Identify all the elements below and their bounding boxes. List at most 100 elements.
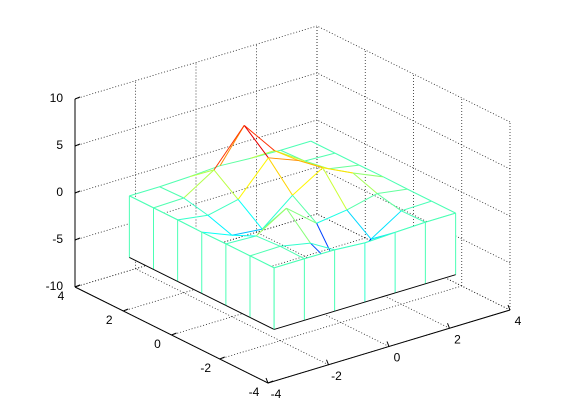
y-tick-label: 2 bbox=[106, 313, 113, 327]
mesh-edge bbox=[183, 197, 209, 216]
mesh-edge bbox=[425, 212, 456, 223]
mesh-edge bbox=[220, 157, 251, 167]
tick-mark bbox=[265, 377, 269, 384]
tick-mark bbox=[74, 190, 81, 194]
mesh-edge bbox=[225, 235, 257, 245]
curtain-base bbox=[225, 304, 251, 318]
tick-mark bbox=[171, 332, 177, 336]
mesh-edge bbox=[407, 188, 432, 202]
mesh-edge bbox=[370, 210, 402, 240]
mesh-edge bbox=[322, 167, 348, 211]
z-tick-label: -10 bbox=[46, 279, 64, 293]
y-tick-label: -4 bbox=[249, 385, 260, 399]
mesh-edge bbox=[401, 200, 432, 212]
mesh-edge bbox=[231, 234, 257, 237]
mesh-edge bbox=[346, 209, 372, 240]
mesh-edge bbox=[352, 172, 384, 178]
mesh-edge bbox=[249, 245, 281, 257]
mesh-edge bbox=[243, 125, 275, 151]
curtain-base bbox=[249, 316, 275, 330]
mesh-edge bbox=[183, 169, 215, 199]
mesh-edge bbox=[334, 242, 365, 251]
mesh-edge bbox=[249, 255, 275, 269]
x-tick-label: 2 bbox=[454, 332, 461, 346]
grid-line bbox=[74, 166, 318, 241]
tick-mark bbox=[74, 143, 81, 147]
curtain-base bbox=[129, 256, 154, 270]
mesh-edge bbox=[207, 214, 233, 236]
mesh-edge bbox=[280, 140, 312, 151]
z-tick-label: 5 bbox=[56, 138, 63, 152]
tick-mark bbox=[267, 380, 274, 384]
curtain-base bbox=[364, 292, 396, 303]
tick-mark bbox=[219, 356, 225, 360]
tick-mark bbox=[123, 308, 129, 312]
mesh-edge bbox=[255, 235, 281, 247]
mesh-edge bbox=[231, 228, 263, 236]
mesh-edge bbox=[292, 194, 318, 224]
mesh-edge bbox=[322, 167, 354, 174]
mesh-edge bbox=[268, 157, 299, 162]
mesh-edge bbox=[316, 209, 348, 224]
tick-mark bbox=[386, 341, 390, 347]
tick-mark bbox=[74, 237, 81, 241]
mesh-edge bbox=[255, 207, 287, 237]
mesh-edge bbox=[177, 214, 208, 221]
mesh-edge bbox=[304, 152, 336, 162]
mesh-edge bbox=[159, 176, 191, 188]
tick-mark bbox=[326, 359, 329, 365]
mesh-edge bbox=[129, 195, 154, 209]
mesh-edge bbox=[213, 169, 239, 200]
y-tick-label: 4 bbox=[58, 289, 65, 303]
tick-mark bbox=[447, 323, 450, 329]
mesh-edge bbox=[431, 200, 456, 214]
mesh-edge bbox=[310, 140, 336, 154]
curtain-base bbox=[304, 310, 335, 321]
mesh-edge bbox=[376, 193, 402, 212]
mesh-edge bbox=[286, 207, 317, 224]
mesh-edge bbox=[243, 125, 269, 159]
z-tick-label: -5 bbox=[52, 232, 63, 246]
mesh-edge bbox=[267, 157, 293, 196]
mesh-edge bbox=[213, 125, 245, 171]
mesh-edge bbox=[280, 245, 305, 260]
curtain-base bbox=[153, 268, 178, 282]
y-tick-label: 0 bbox=[154, 337, 161, 351]
mesh-edge bbox=[261, 194, 293, 230]
grid-line bbox=[219, 285, 462, 360]
mesh-edge bbox=[334, 152, 360, 166]
mesh-edge bbox=[129, 186, 160, 197]
tick-mark bbox=[74, 96, 81, 100]
mesh-edge bbox=[280, 242, 311, 247]
grid-line bbox=[74, 72, 318, 147]
x-tick-label: -2 bbox=[331, 369, 342, 383]
mesh-edge bbox=[364, 231, 396, 244]
mesh-edge bbox=[153, 197, 184, 209]
curtain-base bbox=[201, 292, 227, 306]
x-tick-label: 0 bbox=[394, 351, 401, 365]
mesh-edge bbox=[201, 231, 233, 236]
mesh-edge bbox=[159, 186, 184, 199]
mesh-edge bbox=[394, 221, 426, 233]
mesh-edge bbox=[237, 199, 263, 230]
curtain-base bbox=[334, 301, 366, 312]
mesh-edge bbox=[383, 176, 408, 190]
x-tick-label: 4 bbox=[515, 314, 522, 328]
z-tick-label: 10 bbox=[50, 91, 64, 105]
tick-mark bbox=[507, 304, 511, 311]
curtain-base bbox=[394, 283, 426, 294]
mesh-edge bbox=[153, 207, 178, 221]
mesh-edge bbox=[401, 210, 426, 223]
curtain-base bbox=[177, 280, 202, 294]
mesh-edge bbox=[358, 164, 384, 178]
mesh-edge bbox=[328, 164, 360, 170]
mesh-edge bbox=[346, 193, 378, 211]
curtain-base bbox=[425, 274, 456, 285]
mesh-edge bbox=[189, 169, 215, 178]
mesh-edge bbox=[304, 249, 335, 260]
mesh-edge bbox=[285, 207, 311, 244]
mesh-edge bbox=[225, 243, 251, 257]
mesh-edge bbox=[237, 157, 269, 200]
grid-line bbox=[74, 25, 318, 100]
